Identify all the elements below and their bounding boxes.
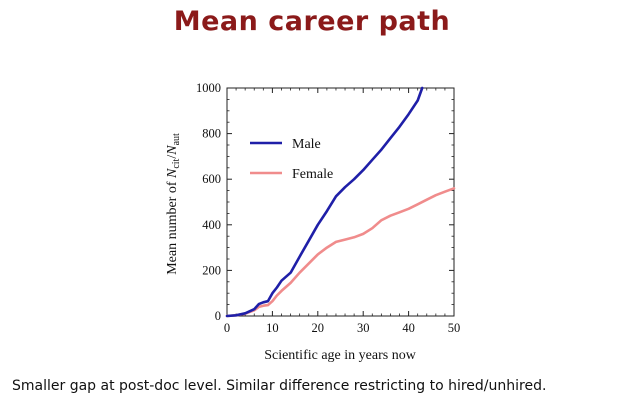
legend-label-female: Female	[292, 167, 333, 182]
y-axis-label: Mean number of Ncit/Naut	[165, 133, 182, 275]
y-tick-label: 1000	[196, 81, 221, 95]
x-tick-label: 0	[224, 321, 230, 335]
slide-caption: Smaller gap at post-doc level. Similar d…	[12, 378, 547, 394]
x-tick-label: 30	[357, 321, 370, 335]
series-line-female	[225, 187, 456, 318]
x-tick-label: 50	[448, 321, 461, 335]
x-tick-label: 10	[266, 321, 279, 335]
slide-title: Mean career path	[173, 6, 451, 37]
y-tick-label: 0	[215, 309, 221, 323]
series-layer	[225, 86, 456, 318]
x-tick-label: 20	[312, 321, 325, 335]
chart-legend: Male Female	[250, 137, 333, 182]
y-tick-label: 200	[202, 263, 221, 277]
y-tick-label: 400	[202, 218, 221, 232]
y-tick-label: 800	[202, 127, 221, 141]
series-line-male	[225, 86, 424, 318]
x-axis-label: Scientific age in years now	[264, 348, 417, 363]
axis-ticks: 0 10 20 30 40 50 0 200 400 600 800 1000	[196, 81, 460, 335]
y-tick-label: 600	[202, 172, 221, 186]
x-tick-label: 40	[402, 321, 415, 335]
legend-label-male: Male	[292, 137, 321, 152]
